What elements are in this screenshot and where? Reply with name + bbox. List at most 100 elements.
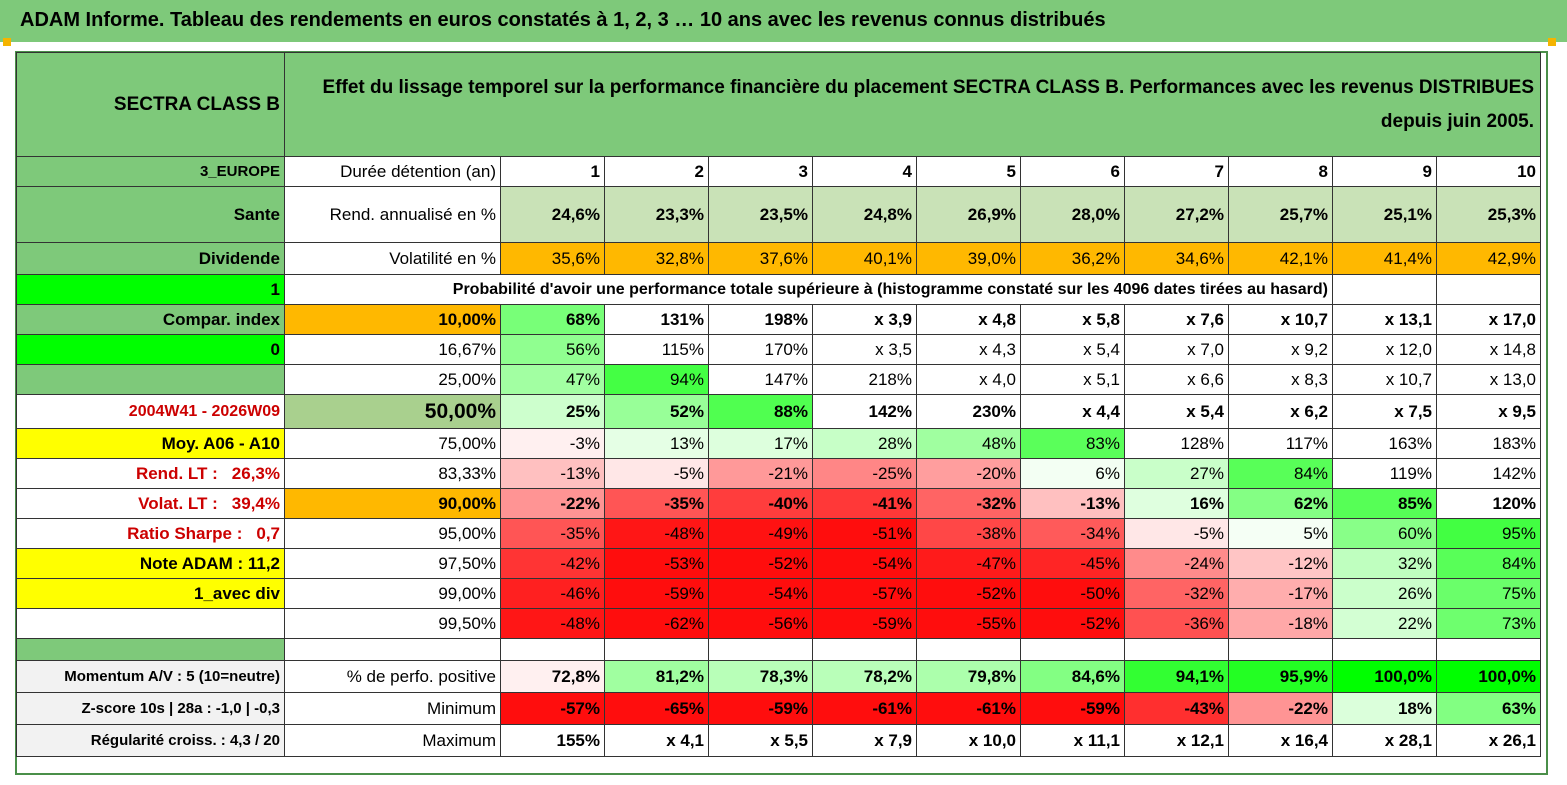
probability-value: -52% xyxy=(916,578,1021,609)
stat-value: 155% xyxy=(500,724,605,757)
probability-value: -24% xyxy=(1124,548,1229,579)
stat-value: x 12,1 xyxy=(1124,724,1229,757)
vol-value: 42,9% xyxy=(1436,242,1541,275)
stat-value: 100,0% xyxy=(1436,660,1541,693)
region-label: 3_EUROPE xyxy=(16,156,285,187)
spacer-cell xyxy=(708,638,813,661)
probability-value: -5% xyxy=(604,458,709,489)
probability-value: -47% xyxy=(916,548,1021,579)
rend-value: 24,8% xyxy=(812,186,917,243)
probability-threshold: 95,00% xyxy=(284,518,501,549)
spacer-cell xyxy=(284,638,501,661)
probability-value: x 4,0 xyxy=(916,364,1021,395)
probability-value: 115% xyxy=(604,334,709,365)
probability-value: -53% xyxy=(604,548,709,579)
stat-value: 18% xyxy=(1332,692,1437,725)
stat-value: -59% xyxy=(708,692,813,725)
stat-value: x 16,4 xyxy=(1228,724,1333,757)
compar-index-label: Compar. index xyxy=(16,304,285,335)
vol-value: 37,6% xyxy=(708,242,813,275)
probability-value: x 7,5 xyxy=(1332,394,1437,429)
probability-value: -36% xyxy=(1124,608,1229,639)
probability-value: -52% xyxy=(1020,608,1125,639)
probability-value: 16% xyxy=(1124,488,1229,519)
stat-value: -61% xyxy=(812,692,917,725)
probability-value: x 9,2 xyxy=(1228,334,1333,365)
probability-value: x 4,3 xyxy=(916,334,1021,365)
stat-value: x 10,0 xyxy=(916,724,1021,757)
probability-value: -54% xyxy=(708,578,813,609)
probability-value: -12% xyxy=(1228,548,1333,579)
rend-value: 23,3% xyxy=(604,186,709,243)
year-header: 1 xyxy=(500,156,605,187)
probability-value: x 3,9 xyxy=(812,304,917,335)
probability-value: -34% xyxy=(1020,518,1125,549)
empty-left xyxy=(16,608,285,639)
spacer-cell xyxy=(1436,638,1541,661)
probability-value: x 10,7 xyxy=(1228,304,1333,335)
probability-value: 17% xyxy=(708,428,813,459)
probability-value: 85% xyxy=(1332,488,1437,519)
probability-value: x 13,1 xyxy=(1332,304,1437,335)
probability-value: -35% xyxy=(500,518,605,549)
sector-label: Sante xyxy=(16,186,285,243)
probability-value: 147% xyxy=(708,364,813,395)
probability-value: 117% xyxy=(1228,428,1333,459)
stat-label: Maximum xyxy=(284,724,501,757)
probability-value: 128% xyxy=(1124,428,1229,459)
year-header: 10 xyxy=(1436,156,1541,187)
vol-value: 32,8% xyxy=(604,242,709,275)
probability-value: 32% xyxy=(1332,548,1437,579)
probability-threshold: 16,67% xyxy=(284,334,501,365)
probability-value: x 6,6 xyxy=(1124,364,1229,395)
probability-value: 120% xyxy=(1436,488,1541,519)
probability-value: -32% xyxy=(916,488,1021,519)
adam-note: Note ADAM : 11,2 xyxy=(16,548,285,579)
probability-value: -18% xyxy=(1228,608,1333,639)
probability-value: -46% xyxy=(500,578,605,609)
probability-value: -57% xyxy=(812,578,917,609)
rend-value: 25,1% xyxy=(1332,186,1437,243)
probability-value: 27% xyxy=(1124,458,1229,489)
probability-value: -40% xyxy=(708,488,813,519)
volat-lt-value: 39,4% xyxy=(231,493,280,513)
probability-threshold: 97,50% xyxy=(284,548,501,579)
mode-label: 1_avec div xyxy=(16,578,285,609)
corner-marker-right xyxy=(1548,38,1556,46)
probability-value: -45% xyxy=(1020,548,1125,579)
stat-label: Minimum xyxy=(284,692,501,725)
probability-value: -17% xyxy=(1228,578,1333,609)
probability-value: -35% xyxy=(604,488,709,519)
probability-value: x 7,6 xyxy=(1124,304,1229,335)
stat-value: 95,9% xyxy=(1228,660,1333,693)
proba-title: Probabilité d'avoir une performance tota… xyxy=(284,274,1333,305)
probability-value: 25% xyxy=(500,394,605,429)
probability-value: 26% xyxy=(1332,578,1437,609)
volat-lt-label: Volat. LT : xyxy=(138,493,218,513)
stat-value: 84,6% xyxy=(1020,660,1125,693)
duration-label: Durée détention (an) xyxy=(284,156,501,187)
probability-value: -54% xyxy=(812,548,917,579)
empty-left xyxy=(16,364,285,395)
vol-label: Volatilité en % xyxy=(284,242,501,275)
description: Effet du lissage temporel sur la perform… xyxy=(284,52,1541,157)
probability-value: x 6,2 xyxy=(1228,394,1333,429)
probability-value: 68% xyxy=(500,304,605,335)
probability-value: x 5,4 xyxy=(1124,394,1229,429)
probability-value: -52% xyxy=(708,548,813,579)
probability-threshold: 99,00% xyxy=(284,578,501,609)
stat-value: 81,2% xyxy=(604,660,709,693)
spacer-left xyxy=(16,638,285,661)
probability-value: 73% xyxy=(1436,608,1541,639)
probability-value: 5% xyxy=(1228,518,1333,549)
spacer-cell xyxy=(812,638,917,661)
probability-value: 6% xyxy=(1020,458,1125,489)
rend-value: 25,7% xyxy=(1228,186,1333,243)
volat-lt: Volat. LT : 39,4% xyxy=(16,488,285,519)
probability-value: -55% xyxy=(916,608,1021,639)
rend-lt: Rend. LT : 26,3% xyxy=(16,458,285,489)
probability-value: -22% xyxy=(500,488,605,519)
probability-threshold: 99,50% xyxy=(284,608,501,639)
performance-table: SECTRA CLASS B Effet du lissage temporel … xyxy=(16,52,1541,757)
probability-value: x 14,8 xyxy=(1436,334,1541,365)
